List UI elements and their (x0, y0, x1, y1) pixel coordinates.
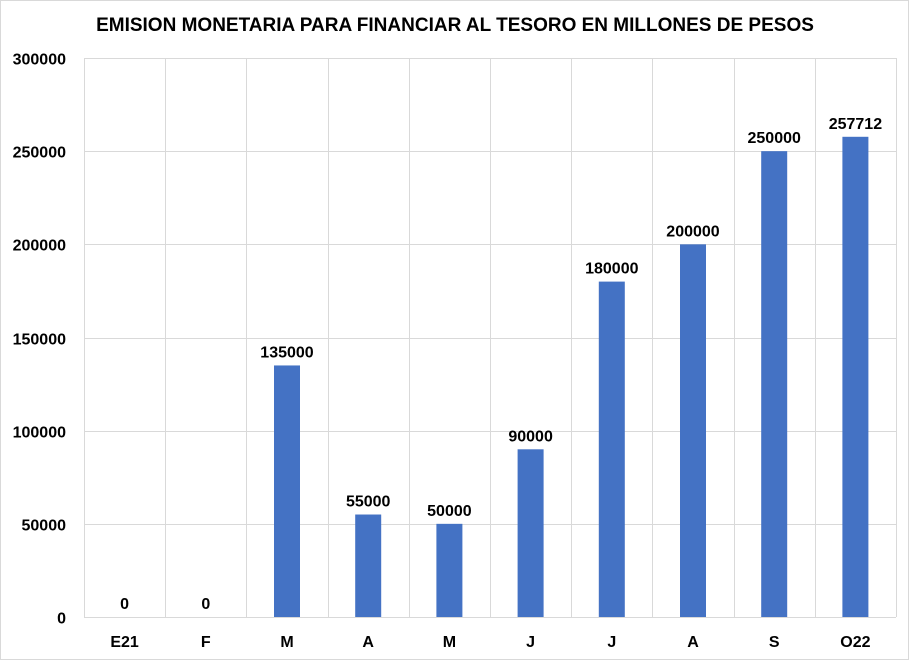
data-label: 135000 (260, 344, 313, 361)
data-label: 250000 (748, 130, 801, 147)
gridlines (84, 58, 897, 618)
x-tick-label: E21 (110, 634, 139, 651)
x-tick-label: O22 (840, 634, 870, 651)
bar (436, 523, 463, 617)
bars (274, 136, 869, 618)
bar (355, 514, 382, 617)
bar (598, 281, 625, 617)
data-label: 257712 (829, 116, 882, 133)
x-tick-label: J (607, 634, 616, 651)
x-tick-label: A (362, 634, 374, 651)
data-label: 0 (120, 596, 129, 613)
bar (680, 244, 706, 618)
y-tick-label: 250000 (13, 145, 66, 162)
y-tick-label: 0 (57, 611, 66, 628)
bar (274, 365, 300, 617)
x-tick-label: S (769, 634, 780, 651)
x-tick-label: F (201, 634, 211, 651)
data-label: 55000 (346, 494, 391, 511)
y-tick-label: 100000 (13, 425, 66, 442)
x-axis-ticks: E21 F M A M J J A S O22 (110, 634, 870, 651)
data-label: 200000 (666, 223, 719, 240)
bar (842, 136, 869, 618)
data-label: 180000 (585, 261, 638, 278)
data-label: 90000 (508, 428, 553, 445)
x-tick-label: J (526, 634, 535, 651)
data-label: 50000 (427, 503, 472, 520)
y-axis-ticks: 0 50000 100000 150000 200000 250000 300000 (13, 52, 66, 628)
data-labels: 0 0 135000 55000 50000 90000 180000 200000 25000… (120, 116, 882, 613)
y-tick-label: 50000 (22, 518, 67, 535)
y-tick-label: 200000 (13, 238, 66, 255)
x-tick-label: M (443, 634, 456, 651)
chart-title: EMISION MONETARIA PARA FINANCIAR AL TESO… (96, 15, 814, 36)
x-tick-label: M (280, 634, 293, 651)
bar (761, 151, 788, 617)
data-label: 0 (201, 596, 210, 613)
x-tick-label: A (687, 634, 699, 651)
bar (517, 449, 544, 617)
y-tick-label: 300000 (13, 52, 66, 69)
y-tick-label: 150000 (13, 332, 66, 349)
